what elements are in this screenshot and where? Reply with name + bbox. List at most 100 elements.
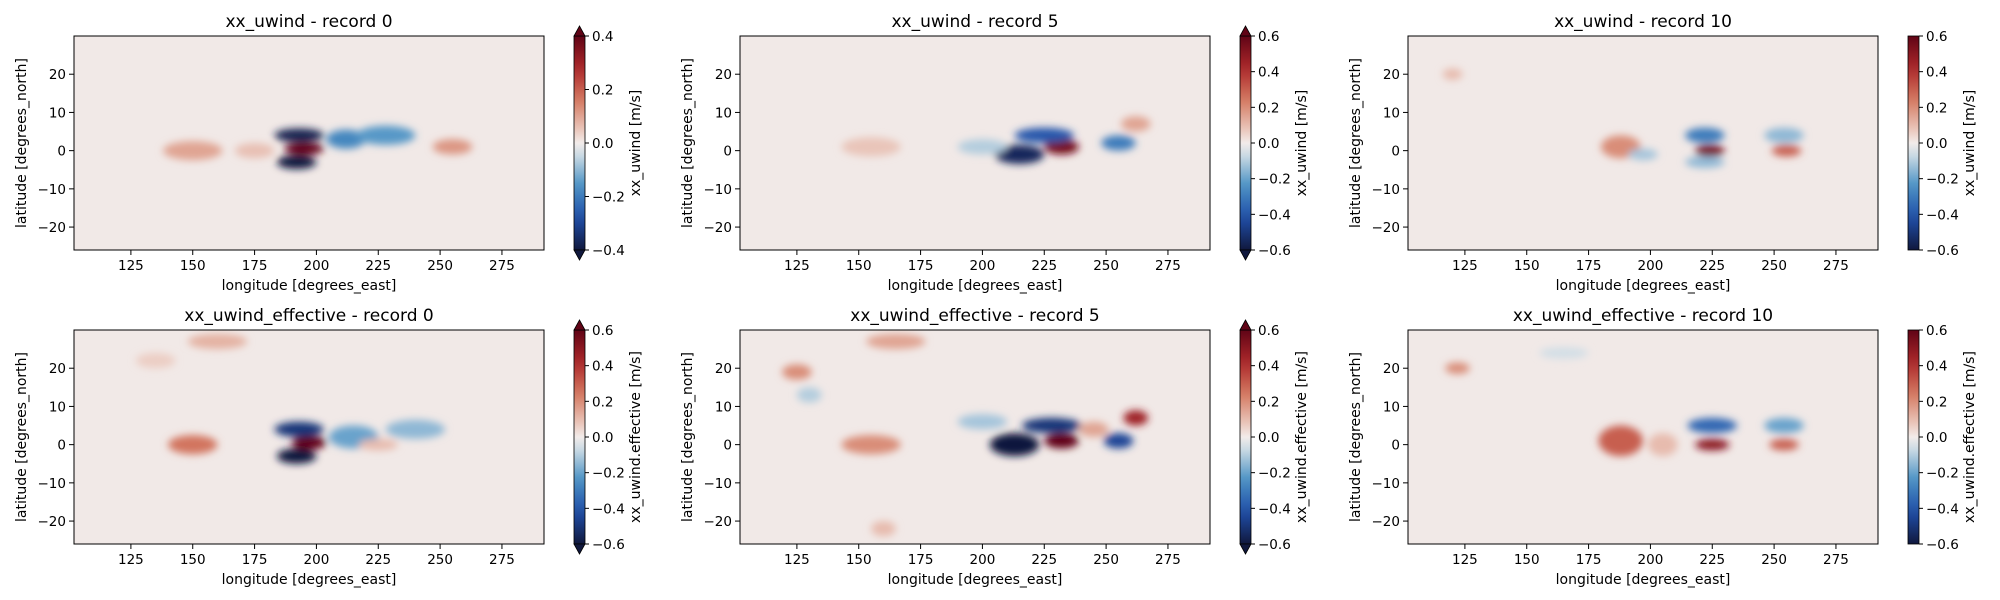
- y-axis-label: latitude [degrees_north]: [1348, 58, 1364, 228]
- field-feature: [841, 137, 901, 157]
- colorbar-tick-label: −0.4: [1926, 501, 1959, 517]
- panel: xx_uwind_effective - record 5 125 150 175 20…: [680, 306, 1310, 588]
- x-tick-label: 225: [1031, 552, 1057, 568]
- colorbar: −0.6 −0.4 −0.2 0.0 0.2 0.4 0.6 xx_uwind.effecti…: [1239, 319, 1310, 555]
- x-tick-label: 150: [180, 552, 206, 568]
- chart-title: xx_uwind_effective - record 10: [1513, 306, 1773, 326]
- colorbar-gradient: [573, 329, 586, 545]
- x-axis-label: longitude [degrees_east]: [222, 278, 397, 294]
- x-axis-label: longitude [degrees_east]: [1556, 572, 1731, 588]
- x-tick-label: 175: [242, 258, 268, 274]
- x-tick-label: 250: [427, 552, 453, 568]
- x-tick-label: 225: [1699, 552, 1725, 568]
- colorbar-tick-label: 0.2: [592, 394, 613, 410]
- field-feature: [432, 139, 473, 155]
- x-tick-label: 275: [489, 258, 515, 274]
- chart-title: xx_uwind - record 10: [1554, 12, 1732, 32]
- colorbar-tick-label: 0.4: [1258, 359, 1279, 375]
- y-tick-label: 20: [715, 361, 732, 377]
- colorbar-tick-label: 0.0: [1926, 430, 1947, 446]
- colorbar-tick-label: 0.0: [592, 430, 613, 446]
- field-feature: [276, 448, 317, 464]
- x-tick-label: 150: [846, 552, 872, 568]
- field-feature: [1120, 116, 1151, 132]
- colorbar-label: xx_uwind.effective [m/s]: [1294, 351, 1310, 523]
- x-tick-label: 175: [242, 552, 268, 568]
- x-tick-label: 150: [1514, 258, 1540, 274]
- colorbar-tick-label: −0.4: [592, 243, 625, 259]
- y-tick-label: −20: [1372, 514, 1401, 530]
- field-feature: [1769, 438, 1799, 451]
- x-tick-label: 125: [118, 258, 144, 274]
- colorbar-tick-label: 0.6: [1258, 323, 1279, 339]
- colorbar-tick-label: 0.6: [1926, 323, 1947, 339]
- field-feature: [276, 155, 317, 169]
- y-tick-label: −10: [38, 476, 67, 492]
- field: [1442, 68, 1804, 168]
- x-tick-label: 125: [1452, 552, 1478, 568]
- colorbar-tick-label: 0.4: [592, 359, 613, 375]
- y-tick-label: −20: [1372, 220, 1401, 236]
- y-tick-label: 0: [57, 144, 66, 160]
- x-tick-label: 250: [1761, 552, 1787, 568]
- x-tick-label: 125: [1452, 258, 1478, 274]
- x-tick-label: 125: [118, 552, 144, 568]
- field-feature: [1764, 417, 1804, 434]
- y-tick-label: −10: [38, 182, 67, 198]
- y-tick-label: 20: [1383, 67, 1400, 83]
- colorbar-extend-min: [1239, 543, 1252, 555]
- x-tick-label: 225: [365, 258, 391, 274]
- y-tick-label: 0: [57, 438, 66, 454]
- x-tick-label: 200: [970, 258, 996, 274]
- field-feature: [1445, 362, 1470, 374]
- colorbar-tick-label: 0.0: [1258, 136, 1279, 152]
- colorbar-tick-label: 0.4: [1926, 359, 1947, 375]
- plot-background: [1408, 36, 1878, 250]
- x-tick-label: 200: [970, 552, 996, 568]
- x-tick-label: 250: [1093, 258, 1119, 274]
- x-tick-label: 150: [846, 258, 872, 274]
- plot-frame: [739, 329, 1211, 545]
- field-feature: [1044, 433, 1079, 449]
- field-feature: [1685, 156, 1725, 168]
- y-tick-label: 0: [723, 144, 732, 160]
- colorbar-label: xx_uwind [m/s]: [1294, 90, 1310, 197]
- x-tick-label: 200: [1638, 258, 1664, 274]
- field: [1445, 347, 1804, 457]
- plot-frame: [1407, 329, 1879, 545]
- x-tick-label: 150: [180, 258, 206, 274]
- field-feature: [356, 125, 416, 145]
- colorbar-extend-min: [573, 543, 586, 555]
- x-tick-label: 200: [304, 552, 330, 568]
- y-tick-label: −20: [38, 220, 67, 236]
- field-feature: [1103, 433, 1134, 449]
- field-feature: [291, 435, 327, 450]
- colorbar-gradient: [1907, 35, 1920, 251]
- colorbar-label: xx_uwind.effective [m/s]: [628, 351, 644, 523]
- field-feature: [1687, 417, 1737, 434]
- y-tick-label: 10: [715, 399, 732, 415]
- colorbar-label: xx_uwind.effective [m/s]: [1962, 351, 1978, 523]
- field-feature: [1442, 68, 1463, 80]
- colorbar-tick-label: 0.2: [1926, 394, 1947, 410]
- field-feature: [957, 139, 1008, 155]
- colorbar-tick-label: 0.0: [1258, 430, 1279, 446]
- colorbar-tick-label: −0.6: [1926, 537, 1959, 553]
- field-feature: [1539, 347, 1589, 359]
- y-tick-label: 0: [1391, 438, 1400, 454]
- field-feature: [326, 129, 366, 149]
- field-feature: [1764, 127, 1804, 143]
- colorbar-tick-label: 0.2: [592, 83, 613, 99]
- colorbar-tick-label: −0.2: [592, 190, 625, 206]
- colorbar: −0.6 −0.4 −0.2 0.0 0.2 0.4 0.6 xx_uwind [m/s]: [1907, 29, 1978, 259]
- field-feature: [1022, 417, 1082, 434]
- colorbar-extend-max: [573, 25, 586, 37]
- chart-title: xx_uwind - record 5: [891, 12, 1058, 32]
- y-tick-label: 10: [715, 105, 732, 121]
- field-feature: [841, 435, 901, 455]
- field-feature: [1694, 438, 1730, 451]
- x-tick-label: 200: [304, 258, 330, 274]
